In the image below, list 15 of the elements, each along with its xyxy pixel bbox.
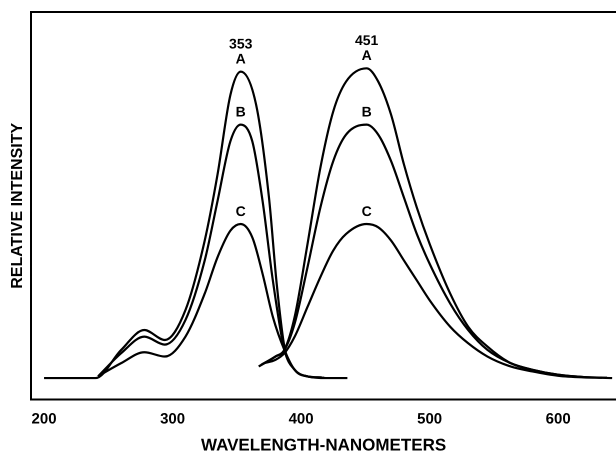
x-tick-label: 200 xyxy=(32,410,57,428)
annotation: 451 xyxy=(354,32,379,48)
series-label: A xyxy=(362,47,372,64)
series-label: B xyxy=(236,103,246,120)
series-label: B xyxy=(362,103,372,120)
x-tick-label: 300 xyxy=(160,410,186,428)
x-axis-title: WAVELENGTH-NANOMETERS xyxy=(200,435,446,454)
series-label: C xyxy=(362,202,372,219)
series-label: C xyxy=(236,202,246,219)
x-tick-label: 600 xyxy=(546,410,571,428)
x-tick-label: 500 xyxy=(417,410,442,428)
annotation: 353 xyxy=(229,35,253,52)
y-axis-title: RELATIVE INTENSITY xyxy=(9,122,26,289)
x-tick-label: 400 xyxy=(288,410,314,428)
series-label: A xyxy=(236,50,246,66)
